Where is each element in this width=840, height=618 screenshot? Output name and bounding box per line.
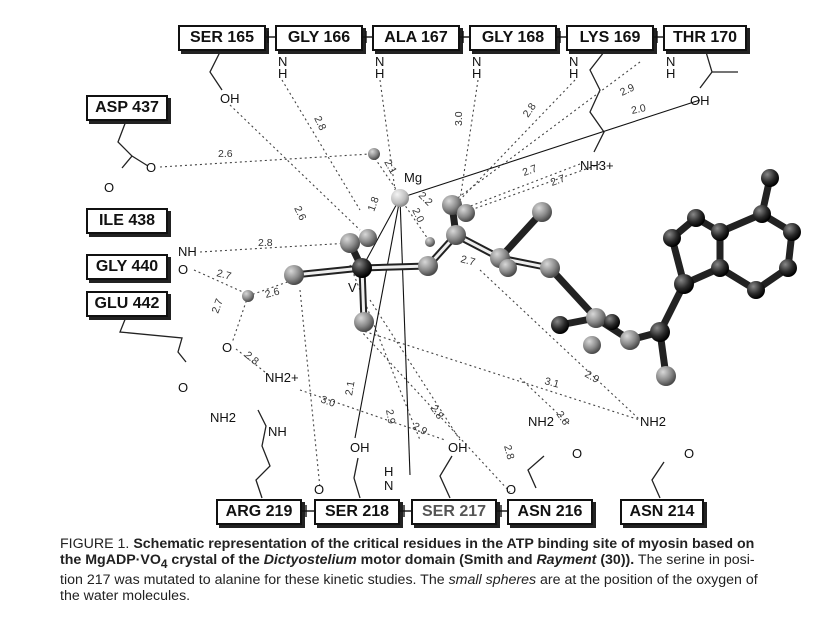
label-o2-asn214: O xyxy=(684,446,694,461)
label-o-asn216: O xyxy=(506,482,516,497)
caption-text-2: tion 217 was mutated to alanine for thes… xyxy=(60,571,449,588)
label-o-glu442: O xyxy=(222,340,232,355)
distance-label: 2.7 xyxy=(459,253,476,268)
label-nh2-asn216: NH2 xyxy=(528,414,554,429)
label-h-ala167: H xyxy=(375,66,384,81)
distance-label: 2.9 xyxy=(618,82,636,99)
label-nh2-asn214: NH2 xyxy=(640,414,666,429)
distance-label: 2.1 xyxy=(381,158,399,177)
hydrogen-bonds xyxy=(159,61,641,493)
residue-ser218: SER 218 xyxy=(314,499,400,525)
figure-caption: FIGURE 1. Schematic representation of th… xyxy=(60,536,835,604)
label-o-arg219: O xyxy=(314,482,324,497)
caption-bold-sub: 4 xyxy=(160,556,168,571)
distance-label: 2.8 xyxy=(501,444,516,461)
residue-asn214: ASN 214 xyxy=(620,499,704,525)
distance-label: 2.0 xyxy=(409,206,426,224)
label-o-gly440: O xyxy=(178,262,188,277)
distance-label: 2.1 xyxy=(343,380,357,397)
caption-bold-italic: Dictyostelium xyxy=(263,552,357,568)
distance-label: 2.7 xyxy=(549,172,567,188)
distance-label: 2.8 xyxy=(258,237,273,249)
caption-bold-italic-2: Rayment xyxy=(536,552,597,568)
label-h-gly166: H xyxy=(278,66,287,81)
distance-label: 2.6 xyxy=(264,285,281,300)
label-o2-glu442: O xyxy=(178,380,188,395)
residue-asp437: ASP 437 xyxy=(86,95,168,121)
label-n-gly168: N xyxy=(472,54,481,69)
distance-label: 2.7 xyxy=(521,162,539,178)
distance-label: 2.8 xyxy=(242,349,261,368)
label-v: V xyxy=(348,280,357,295)
caption-italic: small spheres xyxy=(448,571,537,588)
distance-label: 2.9 xyxy=(583,368,602,386)
label-n-gly166: N xyxy=(278,54,287,69)
label-h-lys169: H xyxy=(569,66,578,81)
caption-text-1: The serine in posi- xyxy=(634,552,755,568)
label-n-ser218: N xyxy=(384,478,393,493)
distance-label: 2.0 xyxy=(630,102,647,117)
label-mg: Mg xyxy=(404,170,422,185)
distance-label: 2.8 xyxy=(311,114,328,132)
residue-ala167: ALA 167 xyxy=(372,25,460,51)
label-nh2-arg219: NH2 xyxy=(210,410,236,425)
label-o-minus-asp437: O xyxy=(104,180,114,195)
label-h-thr170: H xyxy=(666,66,675,81)
distance-label: 2.6 xyxy=(291,204,308,222)
label-h-ser218: H xyxy=(384,464,393,479)
distance-label: 2.8 xyxy=(554,409,572,428)
side-chains xyxy=(117,51,738,499)
label-nh-arg219: NH xyxy=(268,424,287,439)
residue-gly440: GLY 440 xyxy=(86,254,168,280)
label-oh-ser218: OH xyxy=(350,440,370,455)
distance-label: 3.0 xyxy=(453,111,465,126)
label-nh3-lys169: NH3+ xyxy=(580,158,614,173)
molecule-atoms xyxy=(284,169,801,386)
residue-ser165: SER 165 xyxy=(178,25,266,51)
caption-text-3: are at the position of the oxygen of xyxy=(536,571,758,588)
residue-ile438: ILE 438 xyxy=(86,208,168,234)
caption-bold-2c: motor domain (Smith and xyxy=(356,552,537,568)
label-n-ala167: N xyxy=(375,54,384,69)
distance-label: 1.8 xyxy=(366,195,382,213)
label-o2-asn216: O xyxy=(572,446,582,461)
residue-arg219: ARG 219 xyxy=(216,499,302,525)
residue-thr170: THR 170 xyxy=(663,25,747,51)
label-n-thr170: N xyxy=(666,54,675,69)
atp-binding-site-diagram: SER 165 GLY 166 ALA 167 GLY 168 LYS 169 … xyxy=(86,25,801,525)
label-n-lys169: N xyxy=(569,54,578,69)
caption-bold-line-1: Schematic representation of the critical… xyxy=(133,536,755,552)
label-oh-thr170: OH xyxy=(690,93,710,108)
label-oh-ser165: OH xyxy=(220,91,240,106)
label-oh-ser217: OH xyxy=(448,440,468,455)
residue-lys169: LYS 169 xyxy=(566,25,654,51)
residue-gly166: GLY 166 xyxy=(275,25,363,51)
caption-label: FIGURE 1. xyxy=(60,536,130,552)
label-h-gly168: H xyxy=(472,66,481,81)
residue-gly168: GLY 168 xyxy=(469,25,557,51)
label-nh-gly440: NH xyxy=(178,244,197,259)
diagram-canvas: OH N H N H N H N H N H OH O O NH O O O M… xyxy=(104,31,801,517)
distance-label: 2.6 xyxy=(218,148,233,160)
distance-label: 2.2 xyxy=(416,190,435,209)
label-nh2plus-arg219: NH2+ xyxy=(265,370,299,385)
residue-asn216: ASN 216 xyxy=(507,499,593,525)
caption-bold-2a: the MgADP·VO xyxy=(60,552,161,568)
distance-label: 2.7 xyxy=(210,297,226,315)
distance-label: 3.0 xyxy=(319,394,337,410)
coordination-bonds xyxy=(354,99,701,476)
residue-glu442: GLU 442 xyxy=(86,291,168,317)
distance-label: 2.7 xyxy=(215,267,232,282)
caption-bold-2d: (30)). xyxy=(596,552,635,568)
caption-bold-2b: crystal of the xyxy=(167,552,264,568)
caption-text-4: the water molecules. xyxy=(60,587,191,604)
distance-label: 2.8 xyxy=(521,101,539,120)
backbone-links xyxy=(264,31,663,517)
distance-label: 3.1 xyxy=(543,375,560,390)
distance-label: 2.9 xyxy=(383,408,397,425)
water-spheres xyxy=(242,148,435,302)
residue-ser217: SER 217 xyxy=(411,499,497,525)
label-o-asp437: O xyxy=(146,160,156,175)
